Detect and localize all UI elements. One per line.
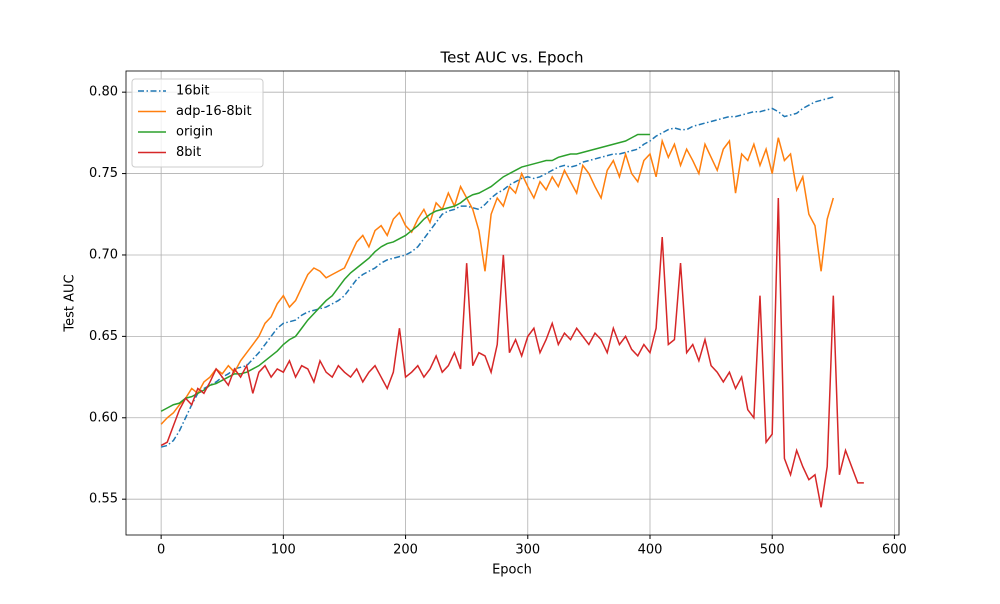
y-axis-label: Test AUC xyxy=(63,274,78,332)
x-tick-label: 0 xyxy=(157,543,165,558)
chart-title: Test AUC vs. Epoch xyxy=(440,49,584,67)
legend-label: origin xyxy=(176,125,213,140)
series-line xyxy=(160,96,834,448)
x-tick-label: 500 xyxy=(760,543,785,558)
x-tick-label: 300 xyxy=(515,543,540,558)
x-axis-label: Epoch xyxy=(492,563,532,578)
x-tick-label: 600 xyxy=(882,543,907,558)
legend-box xyxy=(131,78,264,168)
axes-frame xyxy=(125,70,900,536)
series-line xyxy=(160,137,835,425)
x-tick-label: 200 xyxy=(393,543,418,558)
x-tick-label: 400 xyxy=(638,543,663,558)
y-tick-label: 0.80 xyxy=(89,85,118,100)
legend-label: adp-16-8bit xyxy=(176,104,252,119)
legend-label: 8bit xyxy=(176,145,201,160)
series-line xyxy=(160,197,864,508)
y-tick-label: 0.65 xyxy=(89,329,118,344)
x-tick-label: 100 xyxy=(271,543,296,558)
y-tick-label: 0.70 xyxy=(89,247,118,262)
y-tick-label: 0.75 xyxy=(89,166,118,181)
y-tick-label: 0.60 xyxy=(89,410,118,425)
y-tick-label: 0.55 xyxy=(89,492,118,507)
legend-label: 16bit xyxy=(176,84,210,99)
